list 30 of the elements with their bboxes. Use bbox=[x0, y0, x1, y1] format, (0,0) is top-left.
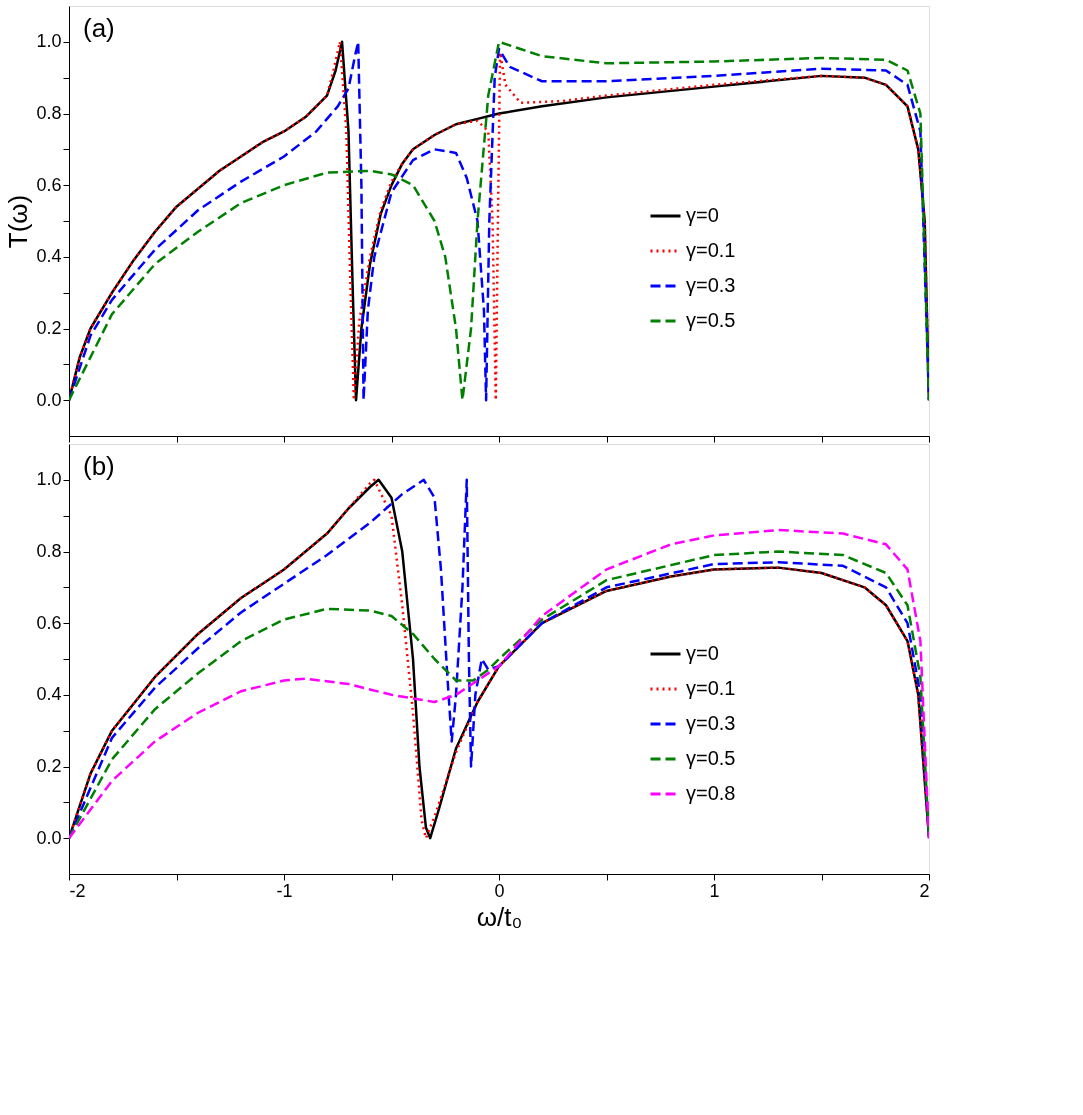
y-tick-label: 1.0 bbox=[36, 469, 62, 490]
x-tick-label: 0 bbox=[494, 880, 505, 901]
y-tick-label: 0.2 bbox=[36, 756, 62, 776]
y-tick-label: 0.6 bbox=[36, 612, 62, 633]
legend-label: γ=0.1 bbox=[686, 677, 736, 699]
y-axis-title: T(ω) bbox=[3, 194, 34, 249]
x-tick-label: 1 bbox=[709, 880, 720, 901]
legend-label: γ=0 bbox=[686, 642, 719, 664]
x-tick-label: -1 bbox=[276, 880, 293, 901]
legend-label: γ=0.3 bbox=[686, 274, 736, 296]
y-tick-label: 0.2 bbox=[36, 318, 62, 338]
y-tick-label: 0.0 bbox=[36, 827, 62, 848]
annotation: (b) bbox=[83, 451, 115, 481]
legend-label: γ=0.3 bbox=[686, 712, 736, 734]
legend-label: γ=0.1 bbox=[686, 239, 736, 261]
y-tick-label: 0.4 bbox=[36, 684, 62, 705]
y-tick-label: 0.8 bbox=[36, 103, 62, 123]
legend-label: γ=0.5 bbox=[686, 747, 736, 769]
x-tick-label: 2 bbox=[919, 880, 930, 901]
x-tick-label: -2 bbox=[69, 880, 86, 901]
y-tick-label: 0.4 bbox=[36, 246, 62, 267]
y-tick-label: 0.0 bbox=[36, 389, 62, 410]
y-tick-label: 0.6 bbox=[36, 174, 62, 195]
legend-label: γ=0.8 bbox=[686, 782, 736, 804]
y-tick-label: 0.8 bbox=[36, 541, 62, 561]
y-tick-label: 1.0 bbox=[36, 31, 62, 52]
legend-label: γ=0 bbox=[686, 204, 719, 226]
legend-label: γ=0.5 bbox=[686, 309, 736, 331]
annotation: (a) bbox=[83, 13, 115, 43]
x-axis-title: ω/t₀ bbox=[476, 901, 523, 932]
